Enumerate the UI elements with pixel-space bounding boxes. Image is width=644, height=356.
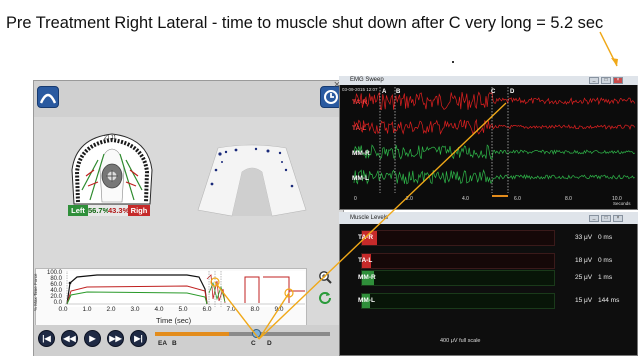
emg-channel-label: TA-L xyxy=(352,125,367,132)
maximize-button[interactable]: □ xyxy=(601,77,611,84)
emg-x-tick: 6.0 xyxy=(514,196,521,202)
graph-y-tick: 60.0 xyxy=(50,282,62,288)
app-logo-icon xyxy=(39,93,57,104)
muscle-ms: 144 ms xyxy=(598,297,620,304)
emg-marker: D xyxy=(510,89,515,95)
emg-channel-label: MM-R xyxy=(352,150,370,157)
emg-x-tick: 4.0 xyxy=(462,196,469,202)
muscle-bar-track xyxy=(361,230,555,246)
graph-x-tick: 9.0 xyxy=(274,306,284,313)
balance-right-label: Righ xyxy=(128,205,150,216)
graph-x-tick: 8.0 xyxy=(250,306,260,313)
svg-text:21 11: 21 11 xyxy=(104,135,116,141)
muscle-ms: 0 ms xyxy=(598,257,613,264)
timeline-scrubber[interactable] xyxy=(252,329,261,338)
playback-bar xyxy=(34,325,343,356)
play-icon: ▶ xyxy=(89,334,96,343)
muscle-ms: 0 ms xyxy=(598,234,613,241)
emg-date: 03-09-2015 12:07 xyxy=(342,87,378,92)
marker-label: EA xyxy=(158,340,168,347)
app-logo-button[interactable] xyxy=(37,86,59,108)
emg-channel-label: MM-L xyxy=(352,175,369,182)
emg-channel-label: TA-R xyxy=(352,99,368,106)
muscle-ms: 1 ms xyxy=(598,274,613,281)
rewind-icon: ◀◀ xyxy=(63,334,76,343)
muscle-uv: 15 μV xyxy=(575,297,593,304)
play-button[interactable]: ▶ xyxy=(84,330,101,347)
emg-trace xyxy=(353,169,635,185)
graph-x-tick: 7.0 xyxy=(226,306,236,313)
graph-x-tick: 1.0 xyxy=(82,306,92,313)
close-button[interactable]: × xyxy=(613,215,623,222)
graph-y-tick: 100.0 xyxy=(46,270,62,276)
app-toolbar xyxy=(34,81,343,117)
muscle-bar-track xyxy=(361,270,555,286)
emg-x-tick: 10.0 xyxy=(612,196,622,202)
marker-label: B xyxy=(172,340,177,347)
annotation-arrow xyxy=(599,31,618,67)
balance-left-value: 56.7% xyxy=(88,205,110,216)
emg-trace xyxy=(353,118,636,135)
timeline-progress xyxy=(155,332,229,336)
skip-forward-button[interactable]: ▶| xyxy=(130,330,147,347)
graph-x-tick: 6.0 xyxy=(202,306,212,313)
muscle-uv: 25 μV xyxy=(575,274,593,281)
maximize-button[interactable]: □ xyxy=(601,215,611,222)
emg-marker: C xyxy=(491,89,496,95)
balance-left-label: Left xyxy=(68,205,88,216)
marker-label: C xyxy=(251,340,256,347)
graph-y-tick: 20.0 xyxy=(50,294,62,300)
fast-forward-icon: ▶▶ xyxy=(109,334,122,343)
rewind-button[interactable]: ◀◀ xyxy=(61,330,78,347)
skip-forward-icon: ▶| xyxy=(134,334,143,343)
balance-right-value: 43.3% xyxy=(108,205,130,216)
emg-x-tick: 2.0 xyxy=(406,196,413,202)
graph-x-tick: 5.0 xyxy=(178,306,188,313)
emg-marker: B xyxy=(396,89,401,95)
muscle-bar-track xyxy=(361,253,555,269)
stray-dot xyxy=(452,61,454,63)
graph-x-tick: 3.0 xyxy=(130,306,140,313)
skip-back-icon: |◀ xyxy=(42,334,51,343)
fast-forward-button[interactable]: ▶▶ xyxy=(107,330,124,347)
muscle-uv: 33 μV xyxy=(575,234,593,241)
close-icon[interactable]: × xyxy=(333,79,341,91)
muscle-label: MM-L xyxy=(358,297,375,304)
marker-label: D xyxy=(267,340,272,347)
emg-x-unit: Seconds xyxy=(613,201,631,206)
occlusal-2d-chart: 21 11 xyxy=(71,133,153,205)
graph-x-tick: 4.0 xyxy=(154,306,164,313)
emg-marker: A xyxy=(382,89,387,95)
emg-trace xyxy=(353,144,635,160)
muscle-levels-title: Muscle Levels xyxy=(350,215,389,221)
muscle-label: TA-R xyxy=(358,234,374,241)
graph-x-tick: 2.0 xyxy=(106,306,116,313)
muscle-scale-label: 400 μV full scale xyxy=(440,338,481,344)
annotation-arrowhead xyxy=(611,58,618,66)
graph-x-title: Time (sec) xyxy=(156,316,192,325)
emg-window-indicator xyxy=(492,195,508,197)
muscle-bar-track xyxy=(361,293,555,309)
minimize-button[interactable]: _ xyxy=(589,77,599,84)
muscle-label: MM-R xyxy=(358,274,376,281)
emg-x-tick: 0 xyxy=(354,196,357,202)
skip-back-button[interactable]: |◀ xyxy=(38,330,55,347)
close-button[interactable]: × xyxy=(613,77,623,84)
caption-title: Pre Treatment Right Lateral - time to mu… xyxy=(6,14,604,32)
refresh-icon[interactable] xyxy=(318,290,332,304)
graph-y-tick: 80.0 xyxy=(50,276,62,282)
graph-y-tick: 40.0 xyxy=(50,288,62,294)
zoom-in-icon[interactable] xyxy=(318,270,332,284)
graph-x-tick: 0.0 xyxy=(58,306,68,313)
emg-traces xyxy=(353,87,636,197)
muscle-uv: 18 μV xyxy=(575,257,593,264)
emg-title: EMG Sweep xyxy=(350,77,384,83)
minimize-button[interactable]: _ xyxy=(589,215,599,222)
occlusal-3d-view xyxy=(197,144,307,217)
muscle-label: TA-L xyxy=(358,257,373,264)
emg-titlebar xyxy=(339,76,638,85)
emg-x-tick: 8.0 xyxy=(565,196,572,202)
graph-y-tick: 0.0 xyxy=(53,300,62,306)
